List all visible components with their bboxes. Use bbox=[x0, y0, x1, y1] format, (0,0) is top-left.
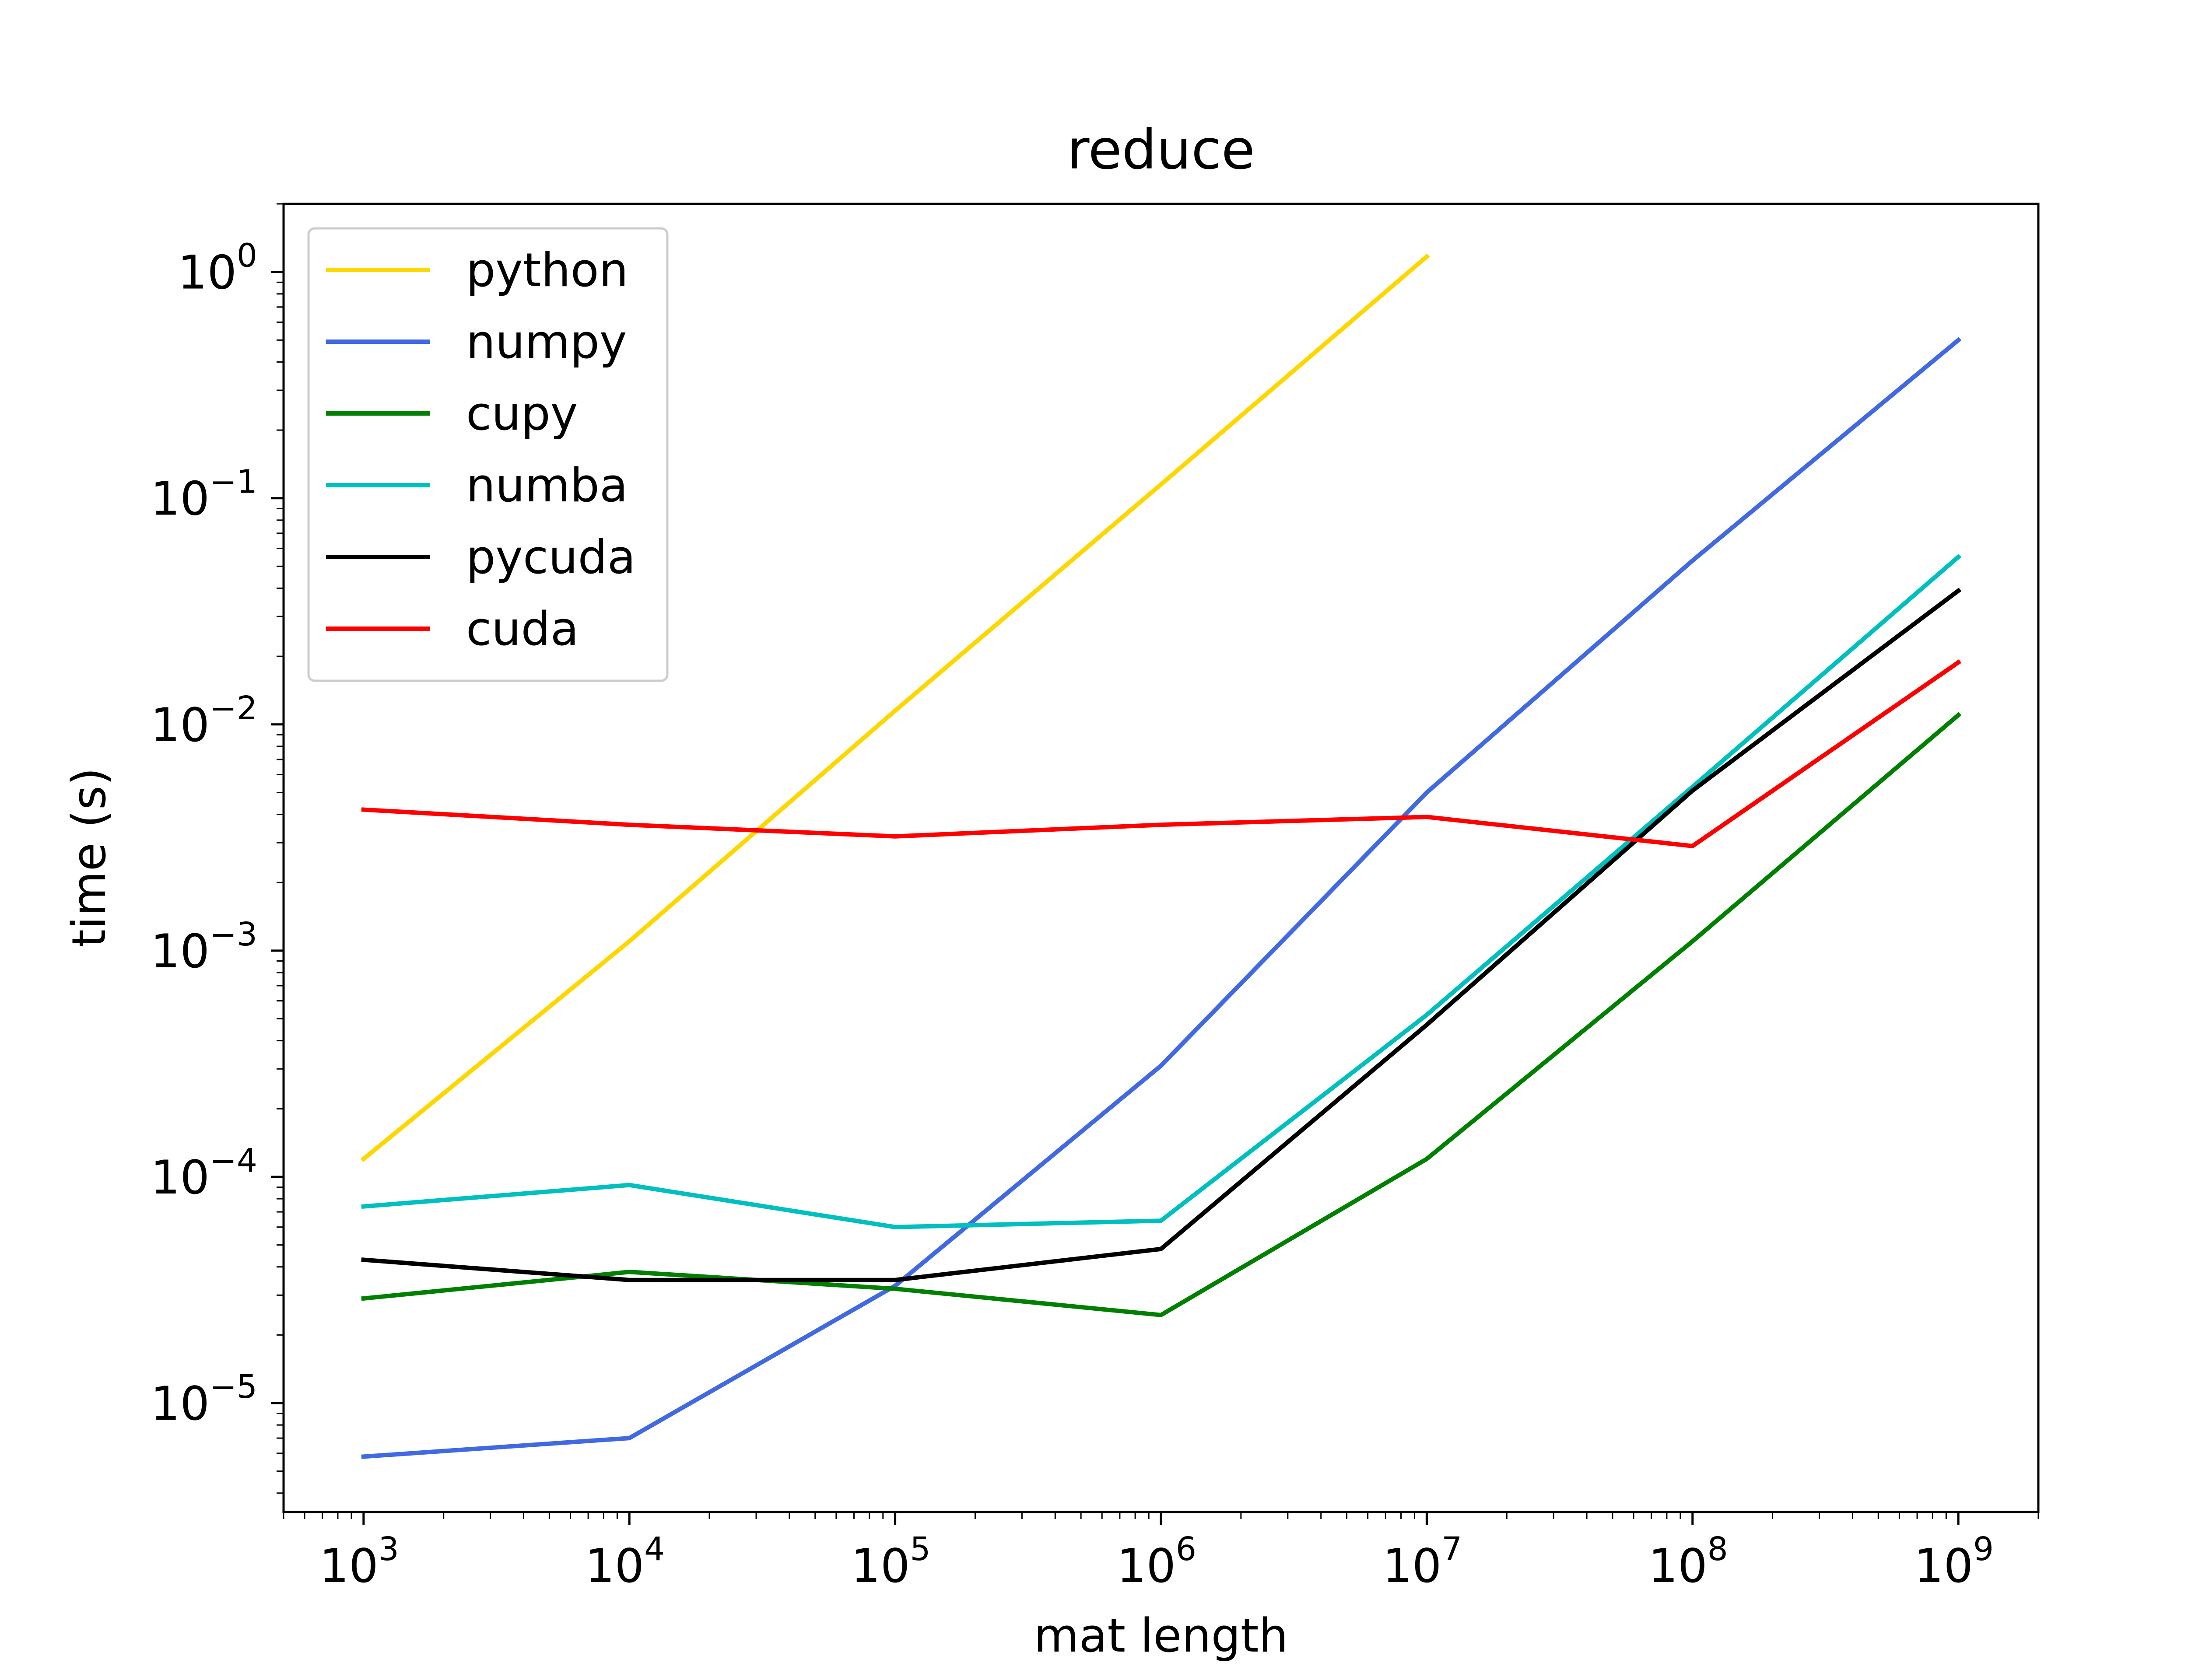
legend-label-cupy: cupy bbox=[466, 387, 578, 441]
legend-label-numpy: numpy bbox=[466, 315, 627, 369]
legend: python numpy cupy numba pycuda cuda bbox=[307, 227, 669, 682]
legend-label-python: python bbox=[466, 243, 628, 297]
x-tick-label: 103 bbox=[319, 1530, 399, 1593]
series-line-cuda bbox=[361, 659, 1962, 848]
y-axis: 100 10−1 10−2 10−3 10−4 10−5 bbox=[151, 203, 284, 1494]
x-tick-label: 109 bbox=[1914, 1530, 1994, 1593]
y-axis-label: time (s) bbox=[62, 767, 116, 947]
y-tick-label: 10−2 bbox=[151, 690, 257, 752]
x-axis-label: mat length bbox=[1034, 1609, 1288, 1662]
plot-frame bbox=[282, 203, 2040, 1513]
y-tick-label: 10−5 bbox=[151, 1368, 257, 1431]
series-lines bbox=[360, 253, 1962, 1459]
series-line-numba bbox=[361, 553, 1962, 1229]
x-tick-label: 106 bbox=[1117, 1530, 1196, 1593]
legend-label-numba: numba bbox=[466, 458, 628, 512]
y-tick-label: 10−1 bbox=[151, 463, 257, 526]
chart-title: reduce bbox=[1067, 118, 1255, 182]
y-tick-label: 10−4 bbox=[151, 1142, 257, 1204]
x-tick-label: 105 bbox=[851, 1530, 931, 1593]
legend-label-pycuda: pycuda bbox=[466, 530, 636, 584]
series-line-python bbox=[360, 253, 1430, 1162]
y-tick-label: 100 bbox=[178, 237, 257, 300]
series-line-cupy bbox=[361, 712, 1962, 1317]
series-line-numpy bbox=[361, 337, 1962, 1459]
x-tick-label: 108 bbox=[1648, 1530, 1728, 1593]
series-line-pycuda bbox=[361, 588, 1962, 1282]
x-axis: 103 104 105 106 107 108 109 bbox=[283, 1512, 2039, 1593]
legend-label-cuda: cuda bbox=[466, 602, 579, 656]
y-tick-label: 10−3 bbox=[151, 916, 257, 978]
x-tick-label: 104 bbox=[585, 1530, 665, 1593]
x-tick-label: 107 bbox=[1382, 1530, 1462, 1593]
